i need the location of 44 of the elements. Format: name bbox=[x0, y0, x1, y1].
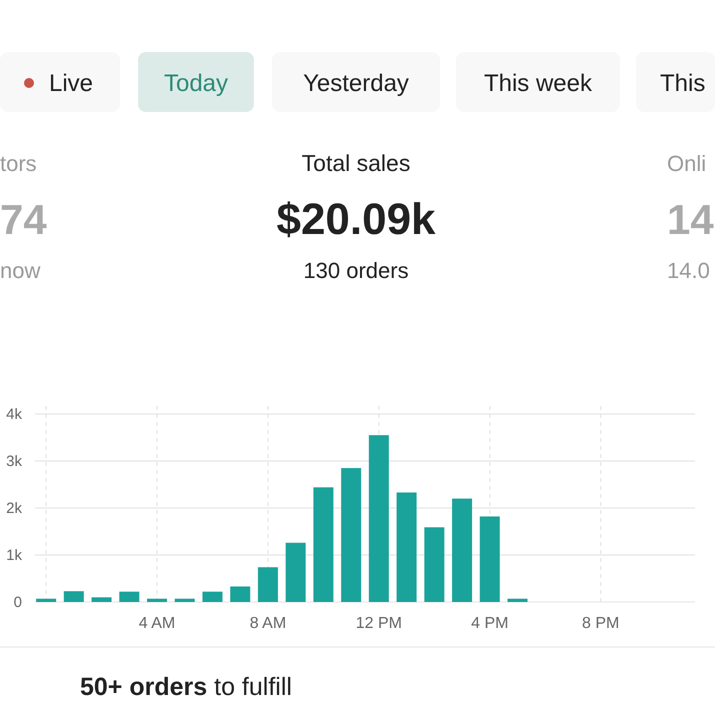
x-tick-label: 12 PM bbox=[356, 615, 402, 632]
chart-title: Total sales bbox=[302, 150, 410, 176]
y-tick-label: 3k bbox=[6, 453, 22, 470]
bar bbox=[313, 487, 334, 602]
y-tick-label: 4k bbox=[6, 406, 22, 423]
text: 74 bbox=[0, 196, 48, 243]
text: 14.0 bbox=[667, 258, 710, 283]
bar bbox=[341, 468, 362, 602]
bar bbox=[36, 598, 56, 602]
bar bbox=[480, 516, 500, 602]
bar bbox=[119, 592, 140, 602]
bar bbox=[286, 542, 306, 602]
text: Onli bbox=[667, 151, 706, 176]
bar bbox=[230, 586, 250, 602]
x-tick-label: 8 PM bbox=[582, 615, 620, 632]
y-tick-label: 2k bbox=[6, 500, 22, 517]
bar bbox=[396, 492, 417, 602]
bar bbox=[258, 567, 278, 602]
bar bbox=[508, 598, 528, 602]
x-tick-label: 4 PM bbox=[471, 615, 508, 632]
x-tick-label: 4 AM bbox=[138, 615, 176, 632]
y-tick-label: 1k bbox=[6, 547, 22, 564]
bar bbox=[147, 598, 168, 602]
text: Live bbox=[49, 70, 94, 97]
text: to fulfill bbox=[207, 673, 292, 701]
bar bbox=[92, 597, 112, 602]
bar bbox=[452, 498, 472, 602]
y-tick-label: 0 bbox=[14, 594, 22, 611]
bar bbox=[64, 591, 84, 602]
text: tors bbox=[0, 151, 37, 176]
text: now bbox=[0, 258, 40, 283]
bar bbox=[368, 435, 389, 602]
text: This week bbox=[484, 70, 594, 97]
text: 50+ orders bbox=[80, 673, 208, 701]
text: Today bbox=[164, 70, 228, 97]
text: 14 bbox=[667, 196, 714, 243]
chart-subtitle: $20.09k bbox=[276, 195, 436, 244]
bar bbox=[424, 527, 444, 602]
text: This bbox=[660, 70, 706, 97]
x-tick-label: 8 AM bbox=[250, 615, 286, 632]
text: 130 orders bbox=[303, 258, 409, 283]
text: Yesterday bbox=[303, 70, 409, 97]
bar bbox=[174, 598, 195, 602]
bar bbox=[202, 592, 222, 602]
